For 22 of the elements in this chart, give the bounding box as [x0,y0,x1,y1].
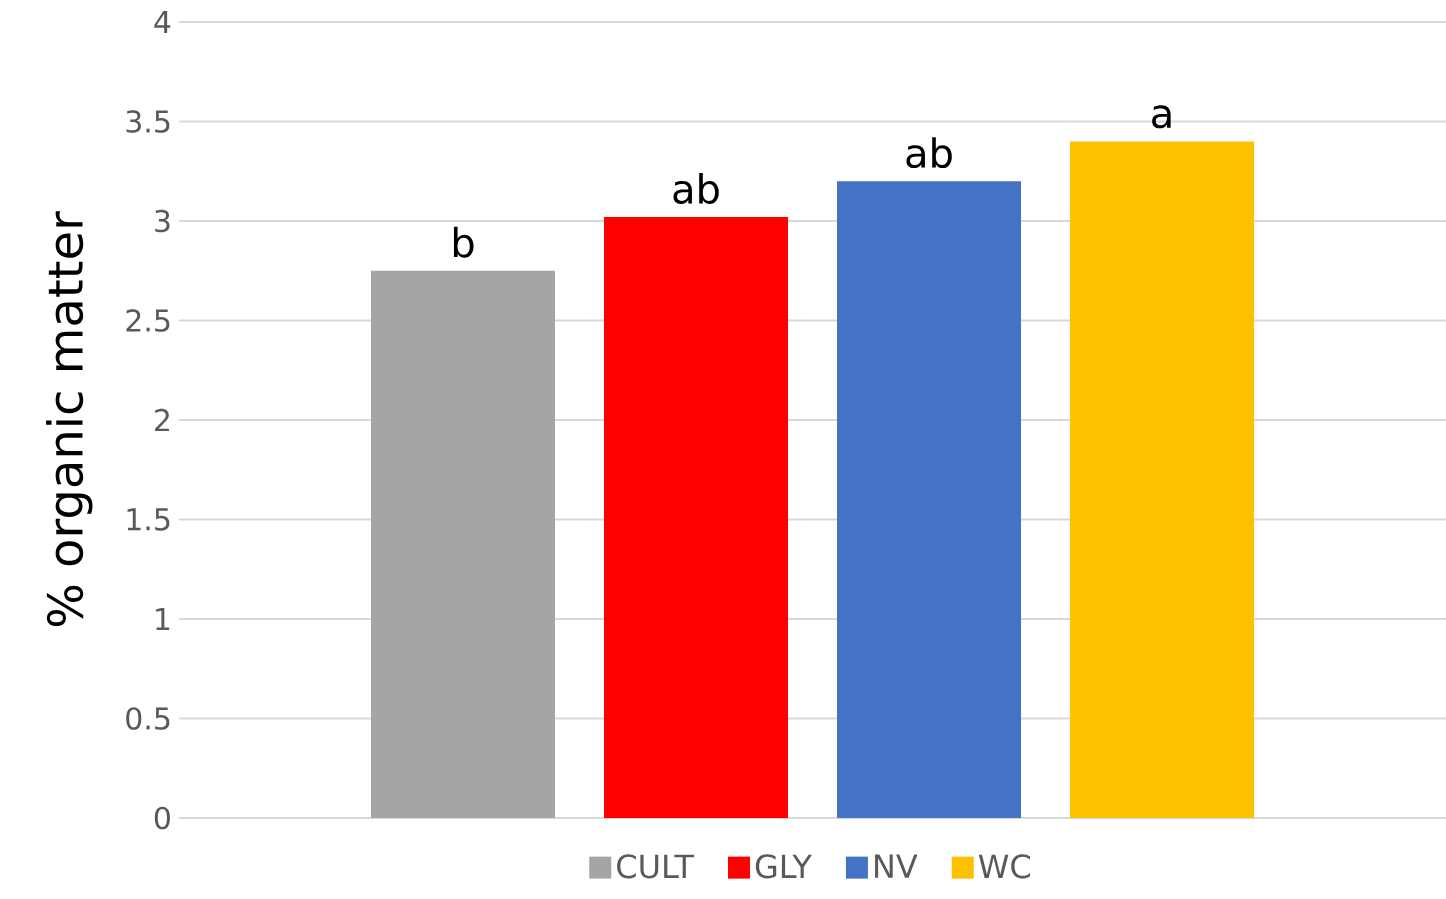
y-tick-label: 3 [155,209,170,233]
data-label: a [1152,105,1171,129]
data-label: ab [906,137,952,169]
bar [604,217,788,818]
bar [371,270,555,818]
data-label: b [453,226,474,258]
y-tick-label: 3.5 [126,110,170,133]
y-tick-label: 1 [156,608,170,630]
data-label: ab [673,172,719,204]
y-tick-label: 4 [154,11,171,33]
y-tick-label: 2.5 [126,309,170,332]
bar [837,181,1021,818]
y-tick-label: 0.5 [126,707,170,730]
legend-label: NV [875,854,918,878]
y-tick-label: 2 [155,408,169,432]
y-tick-label: 0 [154,806,170,830]
y-tick-label: 1.5 [127,508,170,531]
legend-label: GLY [755,854,812,879]
legend-label: WC [978,854,1031,879]
y-axis-title: % organic matter [46,211,93,627]
bar [1070,141,1254,818]
legend-label: CULT [617,854,695,879]
